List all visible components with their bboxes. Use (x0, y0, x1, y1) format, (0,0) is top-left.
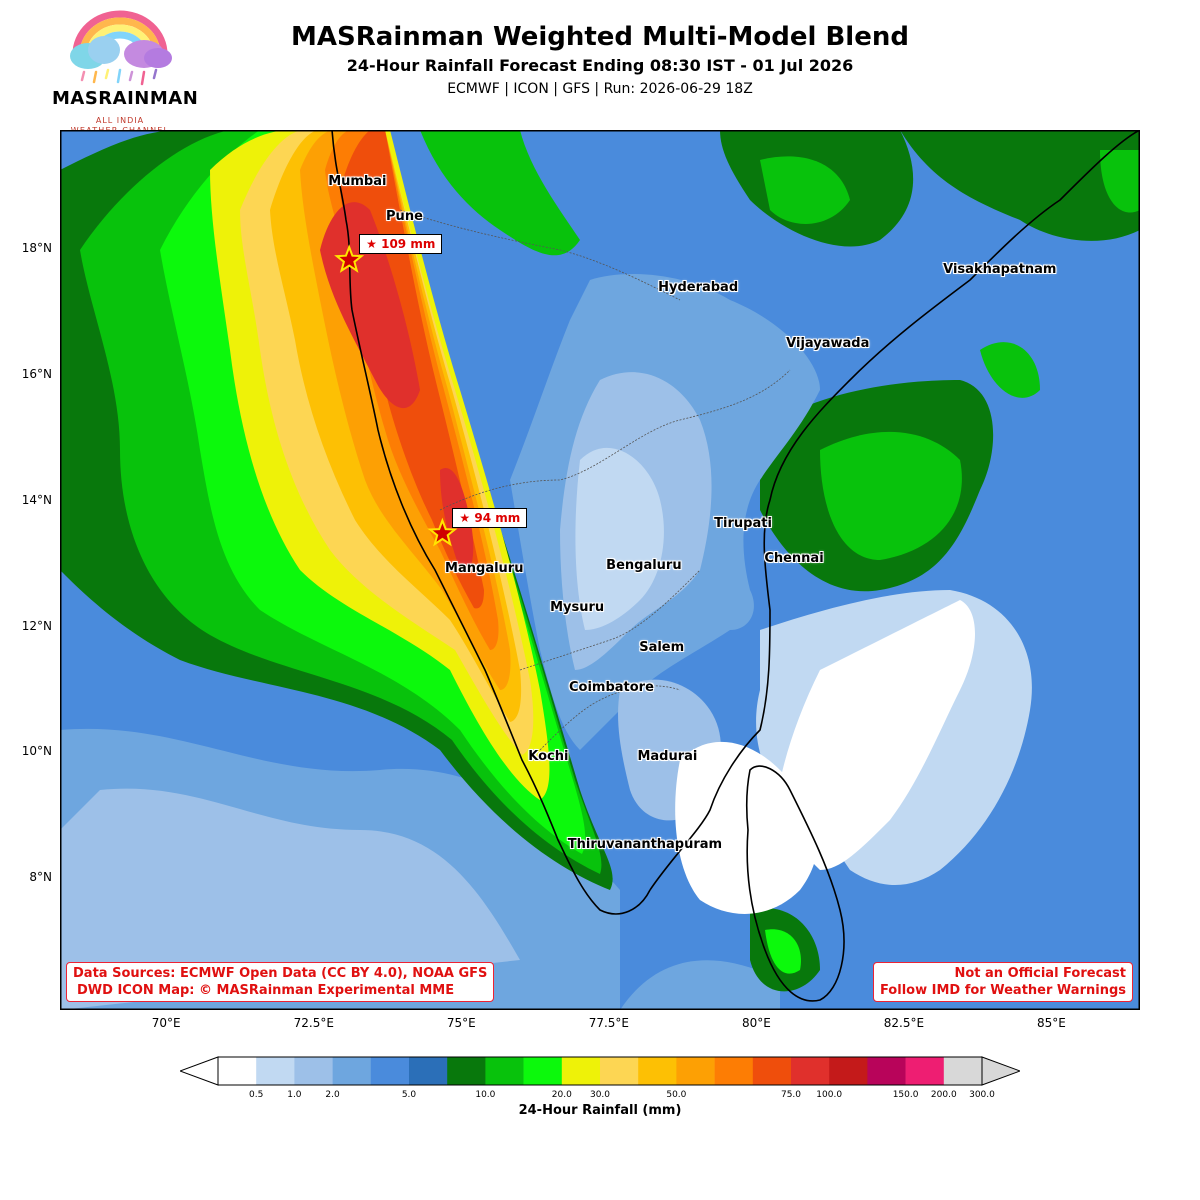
colorbar-swatch (447, 1057, 486, 1085)
city-label-mysuru: Mysuru (550, 599, 605, 615)
colorbar-swatch (523, 1057, 563, 1085)
colorbar-swatch (714, 1057, 754, 1085)
colorbar-frame (217, 1056, 983, 1086)
lon-tick-label: 72.5°E (293, 1016, 334, 1030)
masrainman-logo: MASRAINMAN ALL INDIA WEATHER CHANNEL (52, 6, 199, 135)
peak-rainfall-label: ★ 94 mm (452, 507, 528, 528)
colorbar-swatch (332, 1057, 372, 1085)
peak-star-icon (334, 244, 365, 273)
lat-tick-label: 10°N (21, 744, 52, 759)
colorbar-tick-label: 1.0 (287, 1090, 302, 1100)
peak-rainfall-label: ★ 109 mm (359, 234, 443, 255)
lat-tick-label: 14°N (21, 492, 52, 507)
lon-tick-label: 77.5°E (588, 1016, 629, 1030)
rainfall-colorbar (180, 1056, 1020, 1086)
colorbar-swatch (867, 1057, 906, 1085)
city-label-pune: Pune (386, 208, 423, 224)
colorbar-swatch (600, 1057, 639, 1085)
colorbar-swatch (409, 1057, 448, 1085)
rainbow-cloud-icon (70, 10, 172, 86)
colorbar-tick-label: 2.0 (325, 1090, 340, 1100)
colorbar-tick-label: 50.0 (666, 1090, 687, 1100)
colorbar-swatch (294, 1057, 333, 1085)
colorbar-label: 24-Hour Rainfall (mm) (518, 1103, 682, 1118)
colorbar-over-triangle (981, 1056, 1020, 1086)
colorbar-tick-label: 150.0 (892, 1090, 919, 1100)
coastline (331, 130, 1140, 1002)
colorbar-swatch (485, 1057, 524, 1085)
city-label-coimbatore: Coimbatore (568, 680, 654, 696)
colorbar-tick-label: 30.0 (589, 1090, 611, 1100)
rain-band-red-north (320, 202, 420, 409)
city-label-mangaluru: Mangaluru (445, 561, 524, 577)
peak-star-icon (427, 517, 458, 547)
lon-tick-label: 85°E (1037, 1016, 1066, 1030)
colorbar-swatch (791, 1057, 830, 1085)
city-label-chennai: Chennai (764, 550, 824, 566)
lon-tick-label: 75°E (446, 1016, 476, 1030)
lat-tick-label: 18°N (21, 241, 52, 256)
colorbar-tick-label: 200.0 (930, 1090, 957, 1100)
colorbar-tick-label: 0.5 (249, 1090, 264, 1100)
rainfall-map (60, 130, 1140, 1010)
disclaimer-line-1: Not an Official Forecast (954, 966, 1126, 981)
lon-tick-label: 80°E (741, 1016, 771, 1030)
city-label-visakhapatnam: Visakhapatnam (943, 261, 1057, 277)
rain-area-south-interior (575, 447, 664, 630)
colorbar-tick-label: 75.0 (780, 1090, 802, 1100)
city-label-salem: Salem (639, 639, 685, 655)
rain-band-south-light (60, 788, 520, 1010)
lat-tick-label: 8°N (29, 870, 52, 884)
map-subtitle: 24-Hour Rainfall Forecast Ending 08:30 I… (346, 56, 854, 75)
lat-tick-label: 16°N (21, 367, 52, 382)
colorbar-swatch (905, 1057, 945, 1085)
city-label-bengaluru: Bengaluru (606, 557, 682, 573)
data-sources-line-2: DWD ICON Map: © MASRainman Experimental … (77, 983, 455, 998)
logo-name: MASRAINMAN (52, 88, 199, 109)
city-label-mumbai: Mumbai (328, 173, 387, 189)
colorbar-tick-label: 5.0 (401, 1090, 417, 1100)
state-borders (399, 209, 791, 751)
lon-tick-label: 82.5°E (883, 1016, 925, 1030)
city-label-vijayawada: Vijayawada (786, 335, 870, 351)
rain-area-bay-dry (775, 600, 975, 870)
colorbar-tick-label: 20.0 (551, 1090, 572, 1100)
colorbar-swatch (370, 1057, 410, 1085)
lon-tick-label: 70°E (151, 1016, 181, 1030)
colorbar-swatch (752, 1057, 792, 1085)
colorbar-tick-label: 100.0 (816, 1090, 843, 1100)
colorbar-swatch (218, 1057, 257, 1085)
colorbar-swatch (256, 1057, 295, 1085)
logo-tagline-1: ALL INDIA (95, 116, 145, 125)
data-sources-note: Data Sources: ECMWF Open Data (CC BY 4.0… (66, 962, 495, 1002)
city-label-hyderabad: Hyderabad (658, 280, 739, 296)
lat-tick-label: 12°N (21, 618, 52, 633)
colorbar-swatch (561, 1057, 601, 1085)
city-label-tirupati: Tirupati (714, 516, 772, 532)
city-label-kochi: Kochi (528, 748, 569, 764)
colorbar-swatch (676, 1057, 715, 1085)
map-title: MASRainman Weighted Multi-Model Blend (291, 22, 909, 52)
map-frame (60, 130, 1140, 1010)
colorbar-tick-label: 10.0 (475, 1090, 496, 1100)
colorbar-under-triangle (180, 1056, 219, 1086)
city-label-thiruvananthapuram: Thiruvananthapuram (567, 837, 723, 853)
model-run-info: ECMWF | ICON | GFS | Run: 2026-06-29 18Z (447, 81, 753, 97)
disclaimer-line-2: Follow IMD for Weather Warnings (879, 983, 1126, 998)
data-sources-line-1: Data Sources: ECMWF Open Data (CC BY 4.0… (73, 966, 488, 981)
city-label-madurai: Madurai (637, 748, 698, 764)
colorbar-swatch (943, 1057, 983, 1085)
disclaimer-note: Not an Official Forecast Follow IMD for … (872, 962, 1133, 1002)
colorbar-swatch (638, 1057, 677, 1085)
colorbar-swatch (829, 1057, 868, 1085)
colorbar-tick-label: 300.0 (969, 1090, 995, 1100)
